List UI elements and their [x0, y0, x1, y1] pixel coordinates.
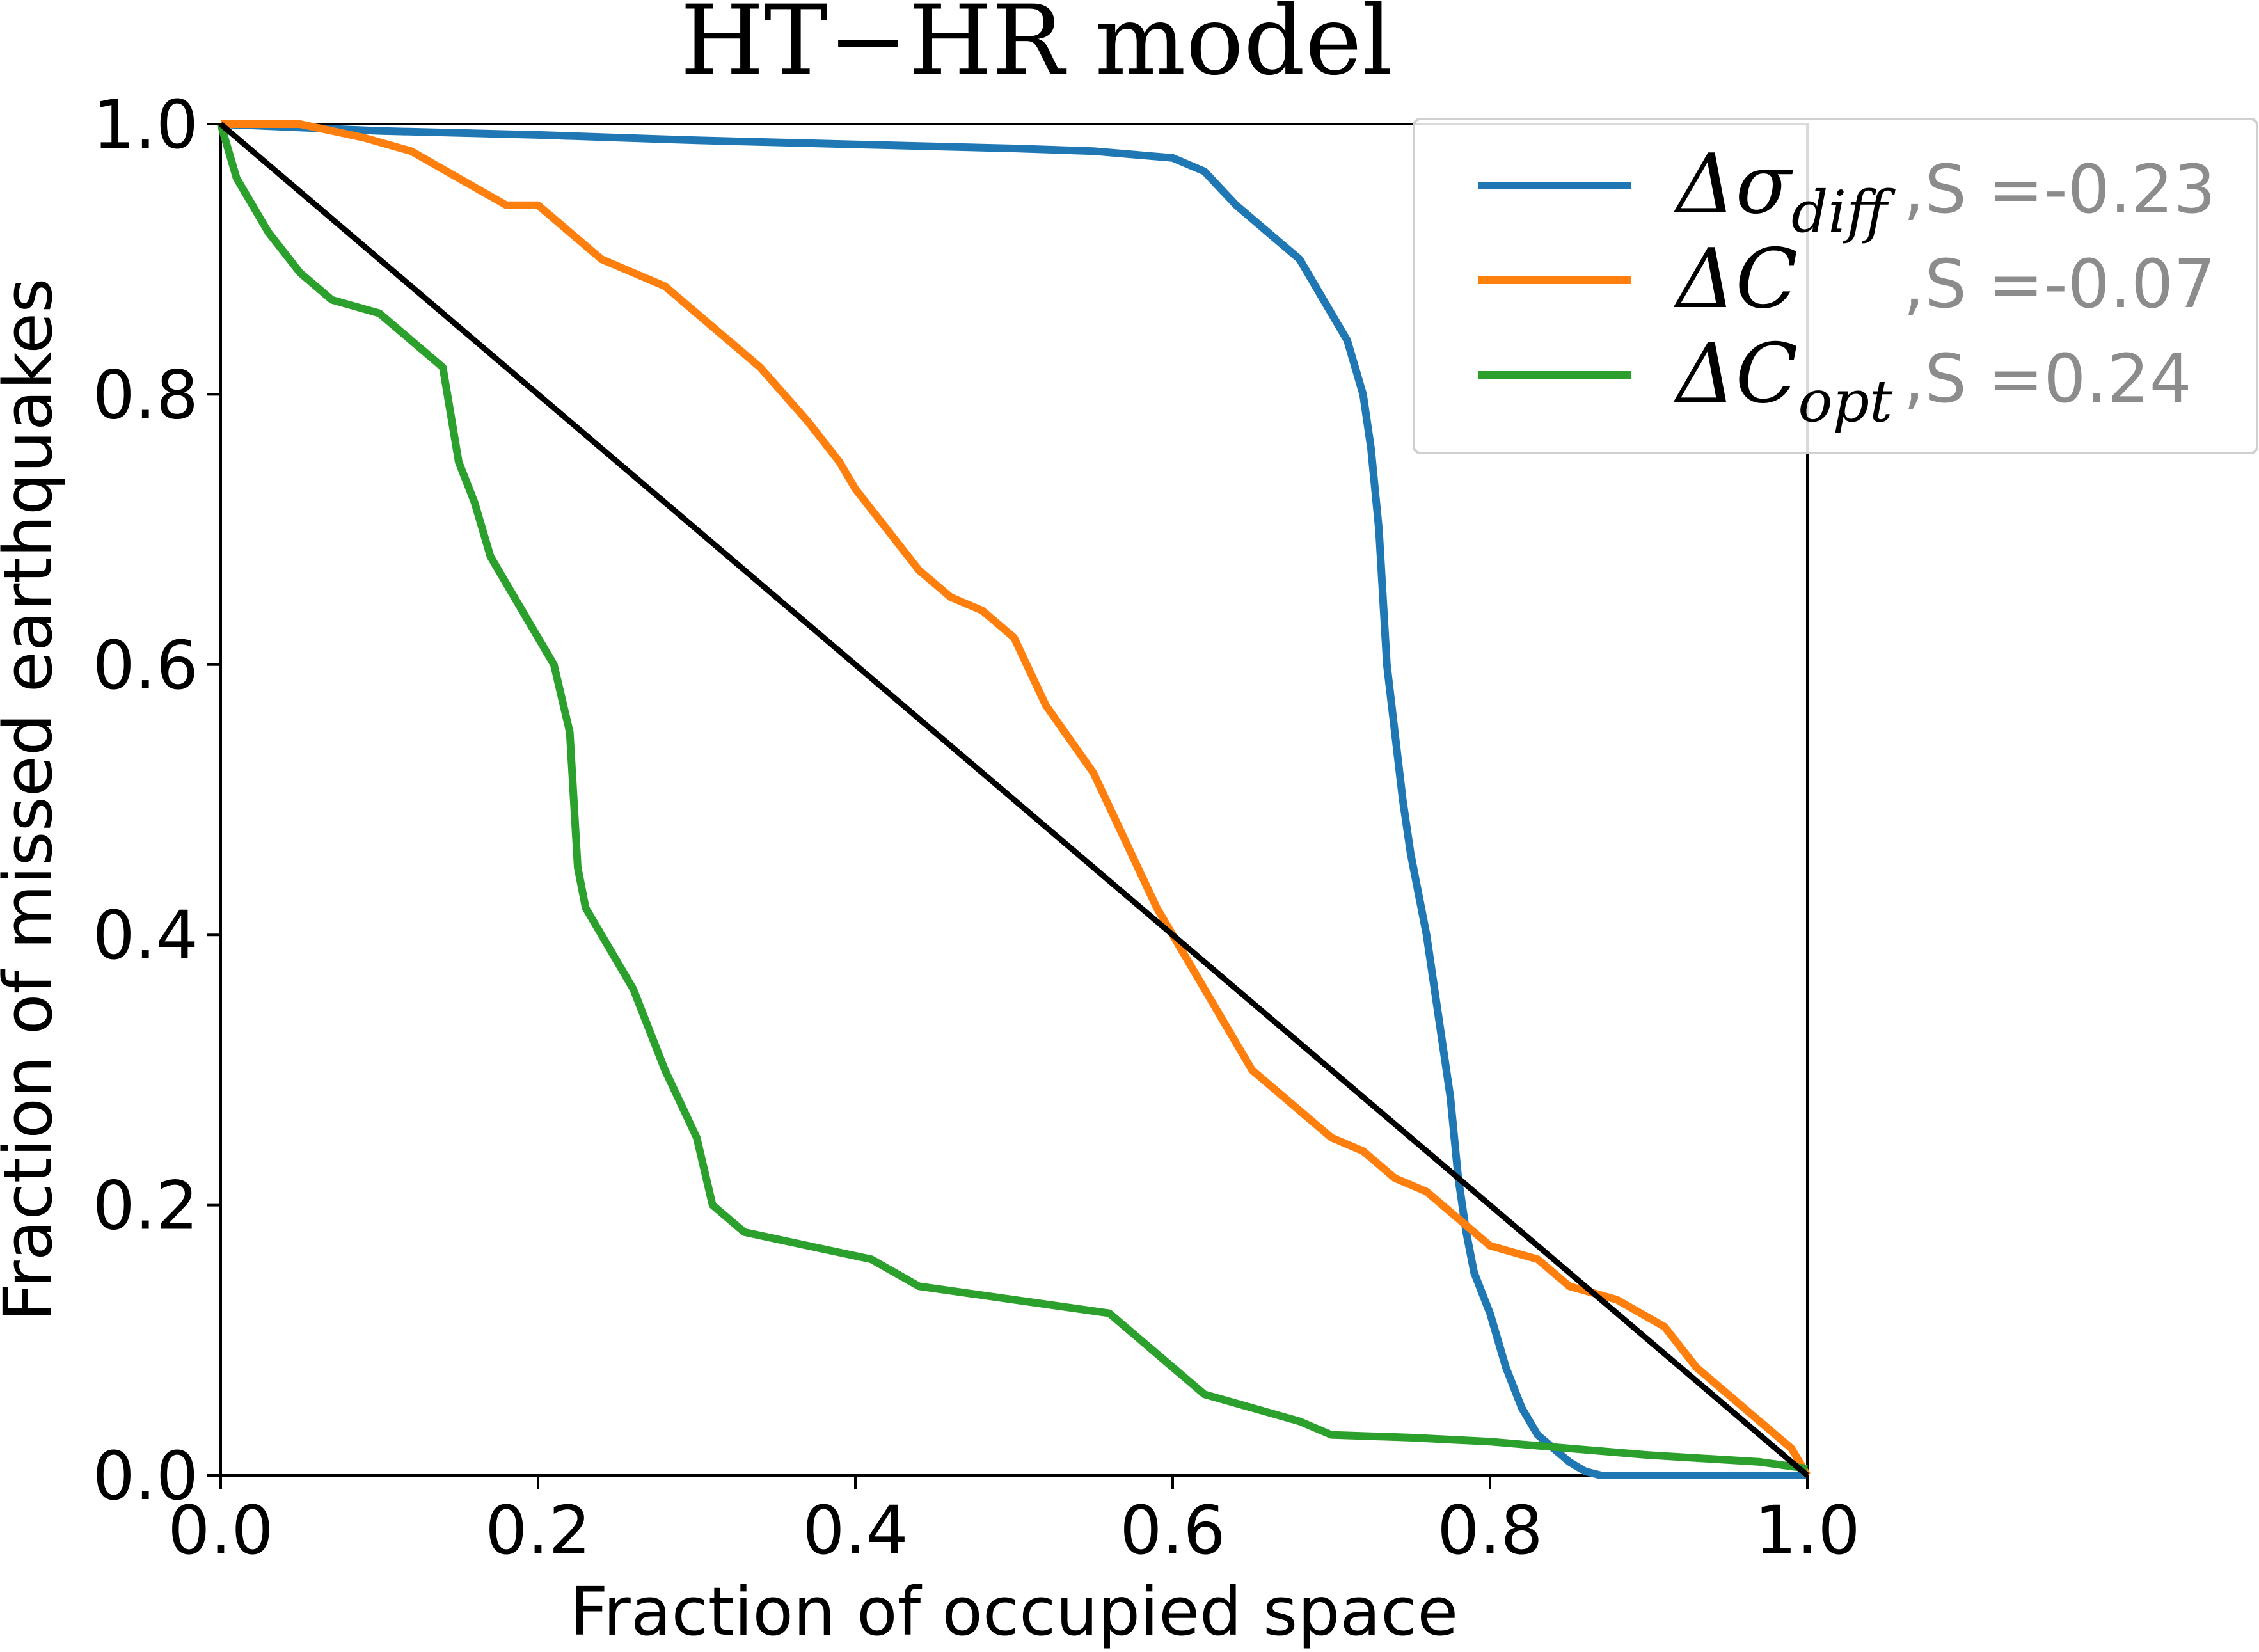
x-tick-label: 0.2: [485, 1491, 591, 1569]
legend-frame: [1413, 118, 2258, 454]
x-tick-label: 0.0: [168, 1491, 273, 1569]
y-tick-label: 0.2: [93, 1167, 198, 1245]
legend-symbol: Δσdiff: [1673, 137, 1896, 246]
legend-stat: ,S =0.24: [1903, 340, 2192, 418]
y-tick-label: 1.0: [93, 86, 198, 164]
series-line-3: [217, 123, 1808, 1473]
y-tick-label: 0.0: [93, 1437, 198, 1515]
x-tick-label: 0.8: [1437, 1491, 1542, 1569]
y-axis-label: Fraction of missed earthquakes: [0, 278, 67, 1322]
series-line-1: [220, 120, 1807, 1479]
legend-stat: ,S =-0.23: [1903, 150, 2215, 228]
series-line-2: [221, 120, 1811, 1478]
y-tick-label: 0.8: [93, 356, 198, 434]
y-tick-label: 0.4: [93, 896, 198, 974]
x-axis-ticks: 0.0 0.2 0.4 0.6 0.8 1.0: [168, 1475, 1860, 1569]
y-tick-label: 0.6: [93, 626, 198, 704]
legend-stat: ,S =-0.07: [1903, 245, 2215, 323]
legend-symbol: ΔCopt: [1673, 326, 1893, 435]
x-tick-label: 0.4: [802, 1491, 908, 1569]
y-axis-ticks: 0.0 0.2 0.4 0.6 0.8 1.0: [93, 86, 221, 1515]
series-layer: [217, 120, 1811, 1479]
plot-area: [219, 123, 1809, 1477]
x-axis-label: Fraction of occupied space: [570, 1573, 1458, 1651]
chart-title: HT−HR model: [680, 0, 1392, 97]
x-tick-label: 1.0: [1754, 1491, 1860, 1569]
legend-symbol: ΔC: [1673, 232, 1798, 327]
reference-diagonal-line: [219, 122, 1809, 1478]
x-tick-label: 0.6: [1120, 1491, 1225, 1569]
